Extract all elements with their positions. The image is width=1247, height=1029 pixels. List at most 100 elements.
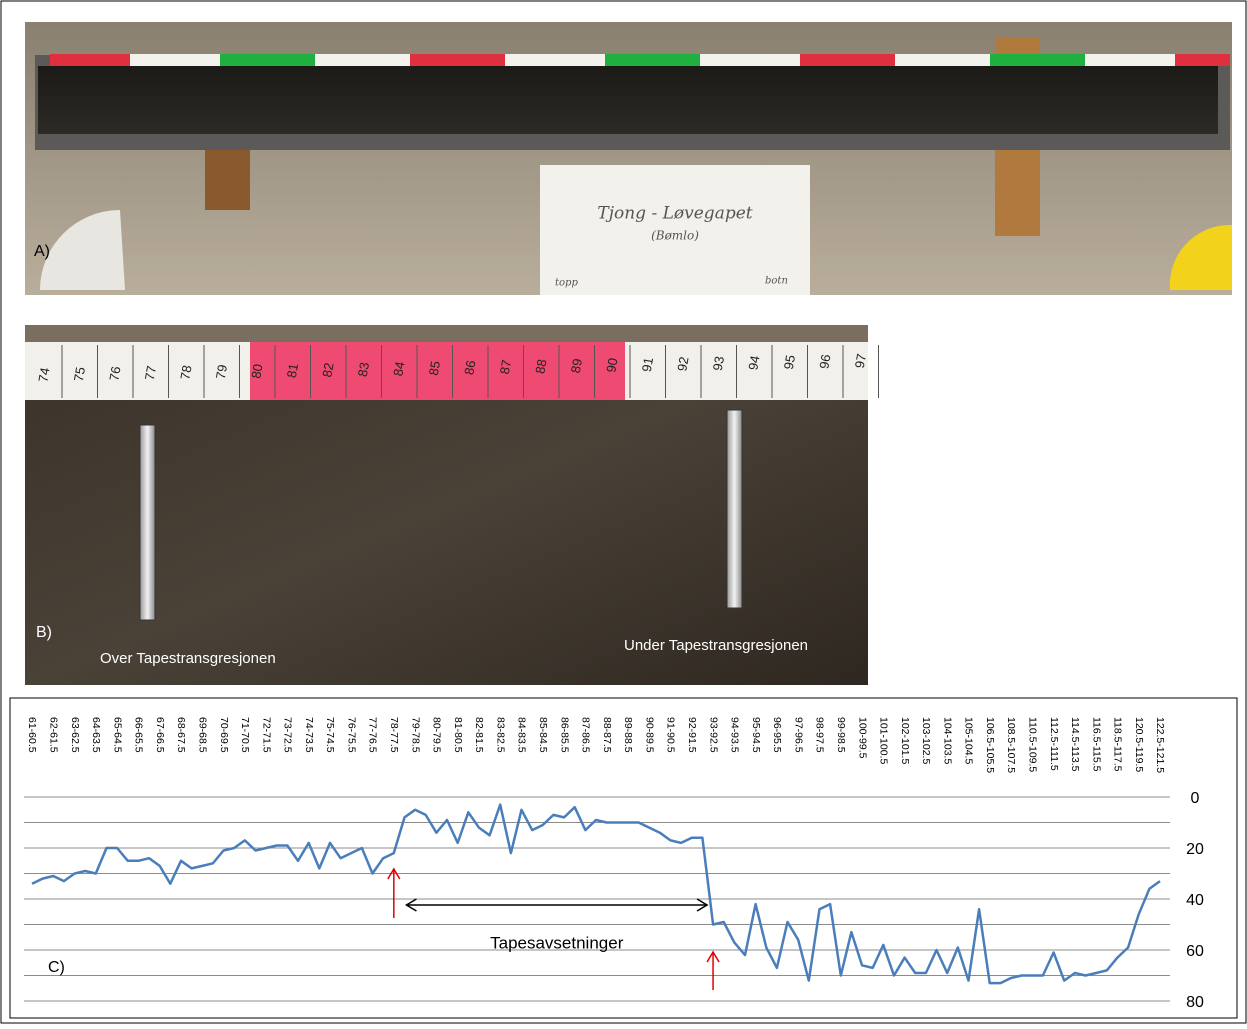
x-tick-label: 93-92.5 — [707, 717, 719, 753]
x-tick-label: 67-66.5 — [154, 717, 166, 753]
x-tick-label: 73-72.5 — [282, 717, 294, 753]
panel-label: A) — [34, 243, 50, 260]
tape-number: 95 — [781, 354, 798, 371]
note-left: topp — [555, 278, 578, 289]
caption: Over Tapestransgresjonen — [100, 650, 276, 667]
x-tick-label: 84-83.5 — [516, 717, 528, 753]
x-tick-label: 74-73.5 — [303, 717, 315, 753]
x-tick-label: 71-70.5 — [239, 717, 251, 753]
panel-label: B) — [36, 624, 52, 641]
x-tick-label: 76-75.5 — [345, 717, 357, 753]
tape-number: 87 — [497, 359, 514, 376]
x-tick-label: 75-74.5 — [324, 717, 336, 753]
y-tick-label: 0 — [1191, 790, 1200, 807]
x-tick-label: 79-78.5 — [409, 717, 421, 753]
x-tick-label: 100-99.5 — [856, 717, 868, 759]
tube-edge — [25, 325, 868, 343]
tape-number: 96 — [816, 353, 833, 370]
tape-number: 83 — [355, 361, 372, 378]
core — [38, 66, 1218, 134]
x-tick-label: 92-91.5 — [686, 717, 698, 753]
tape-number: 89 — [568, 357, 585, 374]
y-tick-label: 40 — [1186, 892, 1204, 909]
tape-number: 97 — [852, 353, 869, 370]
x-tick-label: 65-64.5 — [111, 717, 123, 753]
x-tick-label: 88-87.5 — [601, 717, 613, 753]
tape-number: 91 — [639, 356, 656, 373]
x-tick-label: 70-69.5 — [218, 717, 230, 753]
x-tick-label: 99-98.5 — [835, 717, 847, 753]
x-tick-label: 90-89.5 — [643, 717, 655, 753]
tape-red — [50, 54, 130, 66]
x-tick-label: 81-80.5 — [452, 717, 464, 753]
x-tick-label: 82-81.5 — [473, 717, 485, 753]
caption: Under Tapestransgresjonen — [624, 637, 808, 654]
x-tick-label: 69-68.5 — [196, 717, 208, 753]
x-tick-label: 77-76.5 — [367, 717, 379, 753]
x-tick-label: 102-101.5 — [899, 717, 911, 764]
x-tick-label: 72-71.5 — [260, 717, 272, 753]
tape-number: 90 — [603, 357, 620, 374]
tape-green — [220, 54, 315, 66]
tape-number: 93 — [710, 355, 727, 372]
note-right: botn — [765, 276, 788, 287]
x-tick-label: 114.5-113.5 — [1069, 717, 1081, 772]
x-tick-label: 62-61.5 — [48, 717, 60, 753]
tape-number: 85 — [426, 360, 443, 377]
tape-green — [990, 54, 1085, 66]
x-tick-label: 64-63.5 — [90, 717, 102, 753]
x-tick-label: 105-104.5 — [963, 717, 975, 764]
note-subtitle: (Bømlo) — [651, 229, 699, 243]
x-tick-label: 63-62.5 — [69, 717, 81, 753]
wood-block — [205, 140, 250, 210]
x-tick-label: 61-60.5 — [26, 717, 38, 753]
tape-red — [1175, 54, 1230, 66]
y-tick-label: 20 — [1186, 841, 1204, 858]
x-tick-label: 101-100.5 — [878, 717, 890, 764]
x-tick-label: 83-82.5 — [494, 717, 506, 753]
marker-bar — [727, 410, 742, 608]
x-tick-label: 108.5-107.5 — [1005, 717, 1017, 773]
tape-number: 92 — [674, 356, 691, 373]
x-tick-label: 66-65.5 — [133, 717, 145, 753]
tape-number: 86 — [461, 359, 478, 376]
x-tick-label: 106.5-105.5 — [984, 717, 996, 773]
tape-number: 80 — [248, 363, 265, 380]
x-tick-label: 110.5-109.5 — [1027, 717, 1039, 772]
x-tick-label: 103-102.5 — [920, 717, 932, 764]
x-tick-label: 95-94.5 — [750, 717, 762, 753]
x-tick-label: 112.5-111.5 — [1048, 717, 1060, 771]
tape-number: 77 — [142, 365, 159, 382]
x-tick-label: 120.5-119.5 — [1133, 717, 1145, 772]
x-tick-label: 98-97.5 — [814, 717, 826, 753]
tape-number: 76 — [106, 365, 123, 382]
x-tick-label: 118.5-117.5 — [1112, 717, 1124, 772]
tape-number: 81 — [284, 362, 301, 379]
x-tick-label: 104-103.5 — [941, 717, 953, 764]
note-title: Tjong - Løvegapet — [597, 204, 752, 224]
x-tick-label: 68-67.5 — [175, 717, 187, 753]
tape-number: 88 — [532, 358, 549, 375]
tape-number: 78 — [177, 364, 194, 381]
x-tick-label: 91-90.5 — [665, 717, 677, 753]
tape-number: 94 — [745, 354, 762, 371]
x-tick-label: 122.5-121.5 — [1154, 717, 1166, 773]
tape-green — [605, 54, 700, 66]
panel-a: Tjong - Løvegapet (Bømlo) topp botn A) — [25, 22, 1232, 295]
x-tick-label: 78-77.5 — [388, 717, 400, 753]
x-tick-label: 96-95.5 — [771, 717, 783, 753]
y-tick-label: 80 — [1186, 994, 1204, 1011]
x-tick-label: 85-84.5 — [537, 717, 549, 753]
tape-number: 74 — [35, 366, 52, 383]
tape-number: 75 — [71, 366, 88, 383]
y-tick-label: 60 — [1186, 943, 1204, 960]
x-tick-label: 89-88.5 — [622, 717, 634, 753]
annotation: Tapesavsetninger — [490, 933, 624, 952]
figure: Tjong - Løvegapet (Bømlo) topp botn A) 7… — [0, 0, 1247, 1024]
tape-red — [800, 54, 895, 66]
x-tick-label: 87-86.5 — [580, 717, 592, 753]
tape-red — [410, 54, 505, 66]
x-tick-label: 80-79.5 — [431, 717, 443, 753]
marker-bar — [140, 425, 155, 620]
